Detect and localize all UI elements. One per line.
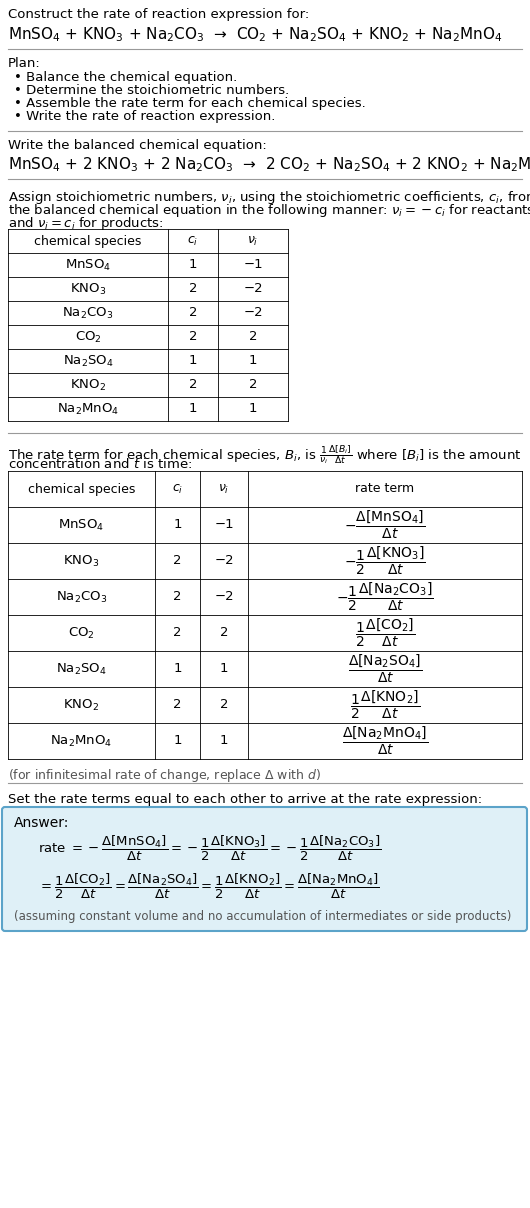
Text: 1: 1 — [173, 662, 182, 675]
Text: Write the balanced chemical equation:: Write the balanced chemical equation: — [8, 139, 267, 152]
Text: The rate term for each chemical species, $B_i$, is $\frac{1}{\nu_i}\frac{\Delta[: The rate term for each chemical species,… — [8, 443, 522, 466]
Text: 2: 2 — [189, 331, 197, 343]
Text: $\dfrac{\Delta[\mathrm{Na_2MnO_4}]}{\Delta t}$: $\dfrac{\Delta[\mathrm{Na_2MnO_4}]}{\Del… — [342, 725, 428, 757]
Text: chemical species: chemical species — [28, 482, 135, 495]
Text: Na$_2$MnO$_4$: Na$_2$MnO$_4$ — [57, 401, 119, 417]
Text: 1: 1 — [189, 354, 197, 367]
Text: −2: −2 — [243, 283, 263, 296]
Text: CO$_2$: CO$_2$ — [75, 330, 101, 344]
Text: 1: 1 — [189, 402, 197, 416]
Text: $c_i$: $c_i$ — [188, 234, 199, 248]
Text: 2: 2 — [220, 698, 228, 712]
Text: • Assemble the rate term for each chemical species.: • Assemble the rate term for each chemic… — [14, 97, 366, 110]
Text: 2: 2 — [173, 591, 182, 604]
Text: −1: −1 — [243, 259, 263, 272]
Text: Na$_2$CO$_3$: Na$_2$CO$_3$ — [63, 306, 113, 320]
Text: 2: 2 — [173, 698, 182, 712]
Text: rate term: rate term — [356, 482, 414, 495]
Text: Na$_2$MnO$_4$: Na$_2$MnO$_4$ — [50, 733, 112, 749]
Text: −2: −2 — [243, 307, 263, 319]
Text: −2: −2 — [214, 554, 234, 568]
Text: 1: 1 — [173, 734, 182, 748]
Text: Plan:: Plan: — [8, 57, 41, 70]
Text: 2: 2 — [249, 331, 257, 343]
Text: KNO$_3$: KNO$_3$ — [70, 281, 106, 296]
Text: 2: 2 — [220, 627, 228, 639]
Text: Answer:: Answer: — [14, 815, 69, 830]
Text: Construct the rate of reaction expression for:: Construct the rate of reaction expressio… — [8, 8, 309, 21]
Text: $\dfrac{1}{2}\dfrac{\Delta[\mathrm{KNO_2}]}{\Delta t}$: $\dfrac{1}{2}\dfrac{\Delta[\mathrm{KNO_2… — [350, 689, 420, 721]
Text: 2: 2 — [249, 378, 257, 391]
Text: Set the rate terms equal to each other to arrive at the rate expression:: Set the rate terms equal to each other t… — [8, 792, 482, 806]
Text: MnSO$_4$: MnSO$_4$ — [65, 257, 111, 273]
Text: 1: 1 — [189, 259, 197, 272]
Text: 2: 2 — [173, 627, 182, 639]
Text: Na$_2$SO$_4$: Na$_2$SO$_4$ — [63, 354, 113, 368]
FancyBboxPatch shape — [2, 807, 527, 931]
Text: 1: 1 — [220, 734, 228, 748]
Text: (assuming constant volume and no accumulation of intermediates or side products): (assuming constant volume and no accumul… — [14, 910, 511, 923]
Text: MnSO$_4$: MnSO$_4$ — [58, 517, 104, 533]
Text: KNO$_2$: KNO$_2$ — [70, 377, 106, 393]
Text: MnSO$_4$ + KNO$_3$ + Na$_2$CO$_3$  →  CO$_2$ + Na$_2$SO$_4$ + KNO$_2$ + Na$_2$Mn: MnSO$_4$ + KNO$_3$ + Na$_2$CO$_3$ → CO$_… — [8, 25, 503, 43]
Text: • Determine the stoichiometric numbers.: • Determine the stoichiometric numbers. — [14, 85, 289, 97]
Text: 2: 2 — [173, 554, 182, 568]
Text: $\nu_i$: $\nu_i$ — [248, 234, 259, 248]
Text: $c_i$: $c_i$ — [172, 482, 183, 495]
Text: 1: 1 — [173, 518, 182, 532]
Text: $\dfrac{1}{2}\dfrac{\Delta[\mathrm{CO_2}]}{\Delta t}$: $\dfrac{1}{2}\dfrac{\Delta[\mathrm{CO_2}… — [355, 617, 415, 649]
Text: the balanced chemical equation in the following manner: $\nu_i = -c_i$ for react: the balanced chemical equation in the fo… — [8, 202, 530, 219]
Text: • Write the rate of reaction expression.: • Write the rate of reaction expression. — [14, 110, 276, 123]
Text: $-\dfrac{1}{2}\dfrac{\Delta[\mathrm{Na_2CO_3}]}{\Delta t}$: $-\dfrac{1}{2}\dfrac{\Delta[\mathrm{Na_2… — [336, 581, 434, 614]
Text: KNO$_3$: KNO$_3$ — [64, 553, 100, 569]
Text: 2: 2 — [189, 378, 197, 391]
Text: concentration and $t$ is time:: concentration and $t$ is time: — [8, 457, 192, 471]
Text: Assign stoichiometric numbers, $\nu_i$, using the stoichiometric coefficients, $: Assign stoichiometric numbers, $\nu_i$, … — [8, 188, 530, 207]
Text: $= \dfrac{1}{2}\dfrac{\Delta[\mathrm{CO_2}]}{\Delta t} = \dfrac{\Delta[\mathrm{N: $= \dfrac{1}{2}\dfrac{\Delta[\mathrm{CO_… — [38, 872, 380, 901]
Text: $\nu_i$: $\nu_i$ — [218, 482, 229, 495]
Text: MnSO$_4$ + 2 KNO$_3$ + 2 Na$_2$CO$_3$  →  2 CO$_2$ + Na$_2$SO$_4$ + 2 KNO$_2$ + : MnSO$_4$ + 2 KNO$_3$ + 2 Na$_2$CO$_3$ → … — [8, 155, 530, 174]
Text: chemical species: chemical species — [34, 234, 142, 248]
Text: KNO$_2$: KNO$_2$ — [64, 697, 100, 713]
Text: 2: 2 — [189, 307, 197, 319]
Text: • Balance the chemical equation.: • Balance the chemical equation. — [14, 71, 237, 85]
Text: $\dfrac{\Delta[\mathrm{Na_2SO_4}]}{\Delta t}$: $\dfrac{\Delta[\mathrm{Na_2SO_4}]}{\Delt… — [348, 652, 422, 685]
Text: 2: 2 — [189, 283, 197, 296]
Text: and $\nu_i = c_i$ for products:: and $\nu_i = c_i$ for products: — [8, 215, 164, 232]
Text: Na$_2$CO$_3$: Na$_2$CO$_3$ — [56, 590, 107, 604]
Text: −2: −2 — [214, 591, 234, 604]
Text: rate $= -\dfrac{\Delta[\mathrm{MnSO_4}]}{\Delta t} = -\dfrac{1}{2}\dfrac{\Delta[: rate $= -\dfrac{\Delta[\mathrm{MnSO_4}]}… — [38, 834, 381, 864]
Text: 1: 1 — [249, 354, 257, 367]
Text: −1: −1 — [214, 518, 234, 532]
Text: $-\dfrac{\Delta[\mathrm{MnSO_4}]}{\Delta t}$: $-\dfrac{\Delta[\mathrm{MnSO_4}]}{\Delta… — [344, 509, 426, 541]
Text: CO$_2$: CO$_2$ — [68, 626, 95, 640]
Text: (for infinitesimal rate of change, replace Δ with $d$): (for infinitesimal rate of change, repla… — [8, 767, 321, 784]
Text: 1: 1 — [220, 662, 228, 675]
Text: 1: 1 — [249, 402, 257, 416]
Text: $-\dfrac{1}{2}\dfrac{\Delta[\mathrm{KNO_3}]}{\Delta t}$: $-\dfrac{1}{2}\dfrac{\Delta[\mathrm{KNO_… — [344, 545, 426, 577]
Text: Na$_2$SO$_4$: Na$_2$SO$_4$ — [56, 662, 107, 676]
